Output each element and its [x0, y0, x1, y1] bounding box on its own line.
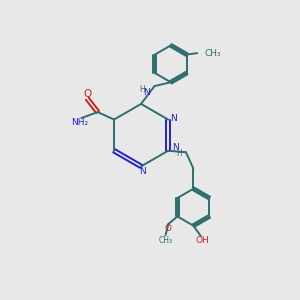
Text: N: N: [139, 167, 146, 176]
Text: OH: OH: [195, 236, 209, 245]
Text: H: H: [140, 85, 146, 94]
Text: O: O: [83, 89, 92, 99]
Text: NH₂: NH₂: [71, 118, 88, 127]
Text: CH₃: CH₃: [158, 236, 172, 245]
Text: N: N: [143, 88, 150, 97]
Text: N: N: [170, 113, 177, 122]
Text: O: O: [164, 224, 171, 233]
Text: N: N: [172, 143, 179, 152]
Text: H: H: [176, 148, 182, 158]
Text: CH₃: CH₃: [205, 49, 221, 58]
